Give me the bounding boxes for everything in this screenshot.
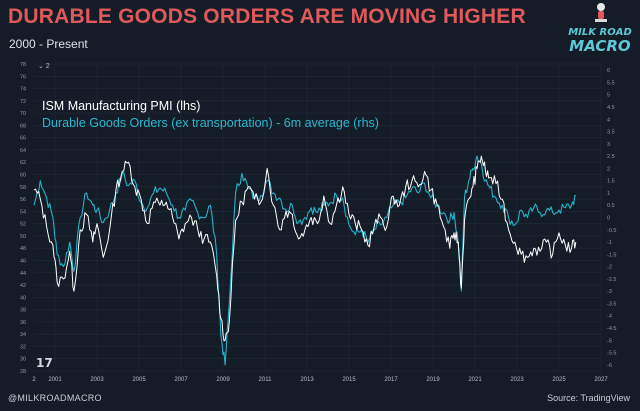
right-tick-label: 0 bbox=[607, 216, 610, 222]
right-tick-label: 4.5 bbox=[607, 105, 615, 111]
right-tick-label: 6 bbox=[607, 68, 610, 74]
right-tick-label: -3.5 bbox=[607, 301, 616, 307]
left-tick-label: 68 bbox=[20, 123, 26, 129]
left-axis-ticks: 78 76 74 72 70 68 66 64 62 60 58 56 54 52 50 48 46 44 42 40… bbox=[20, 62, 26, 375]
left-tick-label: 72 bbox=[20, 99, 26, 105]
left-tick-label: 48 bbox=[20, 246, 26, 252]
legend-item-durable-goods: Durable Goods Orders (ex transportation)… bbox=[42, 116, 379, 130]
left-tick-label: 32 bbox=[20, 344, 26, 350]
left-tick-label: 74 bbox=[20, 87, 26, 93]
left-tick-label: 40 bbox=[20, 295, 26, 301]
right-tick-label: 2.5 bbox=[607, 154, 615, 160]
left-tick-label: 30 bbox=[20, 357, 26, 363]
series-line-ism bbox=[33, 155, 577, 342]
logo-line-1: MILK ROAD bbox=[568, 27, 632, 38]
left-tick-label: 56 bbox=[20, 197, 26, 203]
left-tick-label: 34 bbox=[20, 332, 26, 338]
x-tick-label: 2011 bbox=[259, 377, 273, 383]
right-tick-label: -4 bbox=[607, 314, 612, 320]
left-tick-label: 38 bbox=[20, 308, 26, 314]
left-tick-label: 66 bbox=[20, 136, 26, 142]
left-tick-label: 78 bbox=[20, 62, 26, 68]
legend-collapse-toggle[interactable]: ⌄ 2 bbox=[38, 63, 50, 70]
footer-source: Source: TradingView bbox=[547, 393, 630, 403]
x-tick-label: 2017 bbox=[384, 377, 398, 383]
left-tick-label: 64 bbox=[20, 148, 26, 154]
logo-line-2: MACRO bbox=[569, 37, 631, 55]
left-tick-label: 76 bbox=[20, 74, 26, 80]
x-tick-label: 2005 bbox=[132, 377, 146, 383]
x-tick-label: 2001 bbox=[48, 377, 62, 383]
milk-road-macro-logo: MILK ROAD MACRO bbox=[564, 2, 636, 60]
right-tick-label: -1 bbox=[607, 240, 612, 246]
right-tick-label: -3 bbox=[607, 289, 612, 295]
series-line-durable-goods bbox=[33, 155, 576, 366]
left-tick-label: 54 bbox=[20, 209, 26, 215]
tradingview-logo: 17 bbox=[36, 356, 53, 370]
right-tick-label: -1.5 bbox=[607, 252, 616, 258]
right-tick-label: 0.5 bbox=[607, 203, 615, 209]
right-tick-label: 5.5 bbox=[607, 80, 615, 86]
right-tick-label: 1 bbox=[607, 191, 610, 197]
line-chart: 7876747270686664626058565452504846444240… bbox=[20, 62, 616, 383]
left-tick-label: 36 bbox=[20, 320, 26, 326]
right-axis-ticks: 6 5.5 5 4.5 4 3.5 3 2.5 2 1.5 1 0.5 0 -0.5 -1 -1.5 -2 -2.… bbox=[607, 68, 616, 369]
right-tick-label: 2 bbox=[607, 166, 610, 172]
footer-handle: @MILKROADMACRO bbox=[8, 393, 102, 403]
series-lines bbox=[33, 155, 577, 366]
x-tick-label: 2007 bbox=[174, 377, 188, 383]
right-tick-label: -2 bbox=[607, 265, 612, 271]
x-tick-label: 2013 bbox=[300, 377, 314, 383]
right-tick-label: -5 bbox=[607, 338, 612, 344]
x-axis-ticks: 2 2001 2003 2005 2007 2009 2011 2013 2015 2017 201… bbox=[32, 377, 608, 383]
legend-item-ism: ISM Manufacturing PMI (lhs) bbox=[42, 99, 201, 113]
x-tick-label: 2003 bbox=[90, 377, 104, 383]
cow-astronaut-icon bbox=[595, 3, 607, 22]
x-tick-label: 2 bbox=[32, 377, 36, 383]
left-tick-label: 52 bbox=[20, 222, 26, 228]
right-tick-label: -0.5 bbox=[607, 228, 616, 234]
right-tick-label: -2.5 bbox=[607, 277, 616, 283]
chart-subtitle: 2000 - Present bbox=[9, 37, 88, 51]
right-tick-label: 3 bbox=[607, 142, 610, 148]
x-tick-label: 2019 bbox=[426, 377, 440, 383]
x-tick-label: 2023 bbox=[510, 377, 524, 383]
left-tick-label: 62 bbox=[20, 160, 26, 166]
legend: ISM Manufacturing PMI (lhs) Durable Good… bbox=[42, 98, 379, 132]
right-tick-label: 4 bbox=[607, 117, 610, 123]
chart-title: DURABLE GOODS ORDERS ARE MOVING HIGHER bbox=[8, 5, 526, 28]
right-tick-label: 3.5 bbox=[607, 130, 615, 136]
left-tick-label: 28 bbox=[20, 369, 26, 375]
left-tick-label: 60 bbox=[20, 173, 26, 179]
left-tick-label: 50 bbox=[20, 234, 26, 240]
x-tick-label: 2015 bbox=[342, 377, 356, 383]
right-tick-label: -6 bbox=[607, 363, 612, 369]
right-tick-label: -4.5 bbox=[607, 326, 616, 332]
x-tick-label: 2027 bbox=[594, 377, 608, 383]
left-tick-label: 46 bbox=[20, 258, 26, 264]
right-tick-label: 5 bbox=[607, 93, 610, 99]
right-tick-label: -5.5 bbox=[607, 351, 616, 357]
right-tick-label: 1.5 bbox=[607, 179, 615, 185]
left-tick-label: 42 bbox=[20, 283, 26, 289]
left-tick-label: 70 bbox=[20, 111, 26, 117]
left-tick-label: 58 bbox=[20, 185, 26, 191]
chart-area: 78 76 74 72 70 68 66 64 62 60 58 56 54 52 50 48 46 44 42 40… bbox=[18, 60, 621, 387]
x-tick-label: 2009 bbox=[216, 377, 230, 383]
x-tick-label: 2021 bbox=[468, 377, 482, 383]
x-tick-label: 2025 bbox=[552, 377, 566, 383]
left-tick-label: 44 bbox=[20, 271, 26, 277]
